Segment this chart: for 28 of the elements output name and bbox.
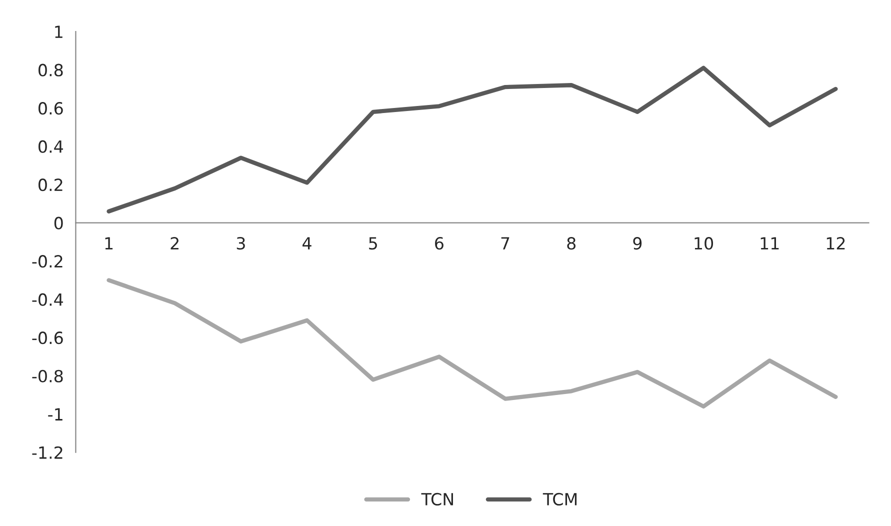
y-tick-label: 0.4: [38, 140, 63, 153]
line-series: [106, 66, 838, 214]
y-tick-label: 1: [55, 26, 62, 38]
x-tick-label: 6: [435, 237, 444, 250]
x-tick-label: 1: [105, 237, 113, 250]
y-tick-label: 0: [54, 216, 63, 230]
x-tick-label: 12: [826, 237, 845, 250]
y-tick-label: 0.2: [38, 178, 62, 192]
x-tick-label: 2: [170, 237, 178, 250]
line-series: [106, 278, 838, 409]
y-tick-label: -1.2: [32, 446, 62, 459]
legend-label: TCM: [542, 492, 577, 506]
legend-label: TCN: [421, 492, 453, 506]
x-tick-label: 8: [567, 237, 576, 250]
y-tick-label: -0.2: [32, 255, 62, 268]
x-tick-label: 9: [633, 237, 642, 250]
x-tick-label: 4: [302, 237, 312, 250]
x-tick-label: 3: [236, 237, 245, 250]
y-tick-label: 0.6: [38, 102, 63, 115]
y-tick-label: -0.8: [32, 370, 63, 382]
y-tick-label: 0.8: [38, 64, 63, 76]
y-tick-label: -0.6: [32, 332, 63, 344]
x-tick-label: 7: [501, 237, 510, 250]
y-tick-label: -1: [48, 408, 62, 420]
y-tick-label: -0.4: [32, 293, 63, 306]
x-tick-label: 10: [694, 237, 714, 250]
x-tick-label: 11: [760, 237, 779, 250]
x-tick-label: 5: [369, 237, 377, 250]
